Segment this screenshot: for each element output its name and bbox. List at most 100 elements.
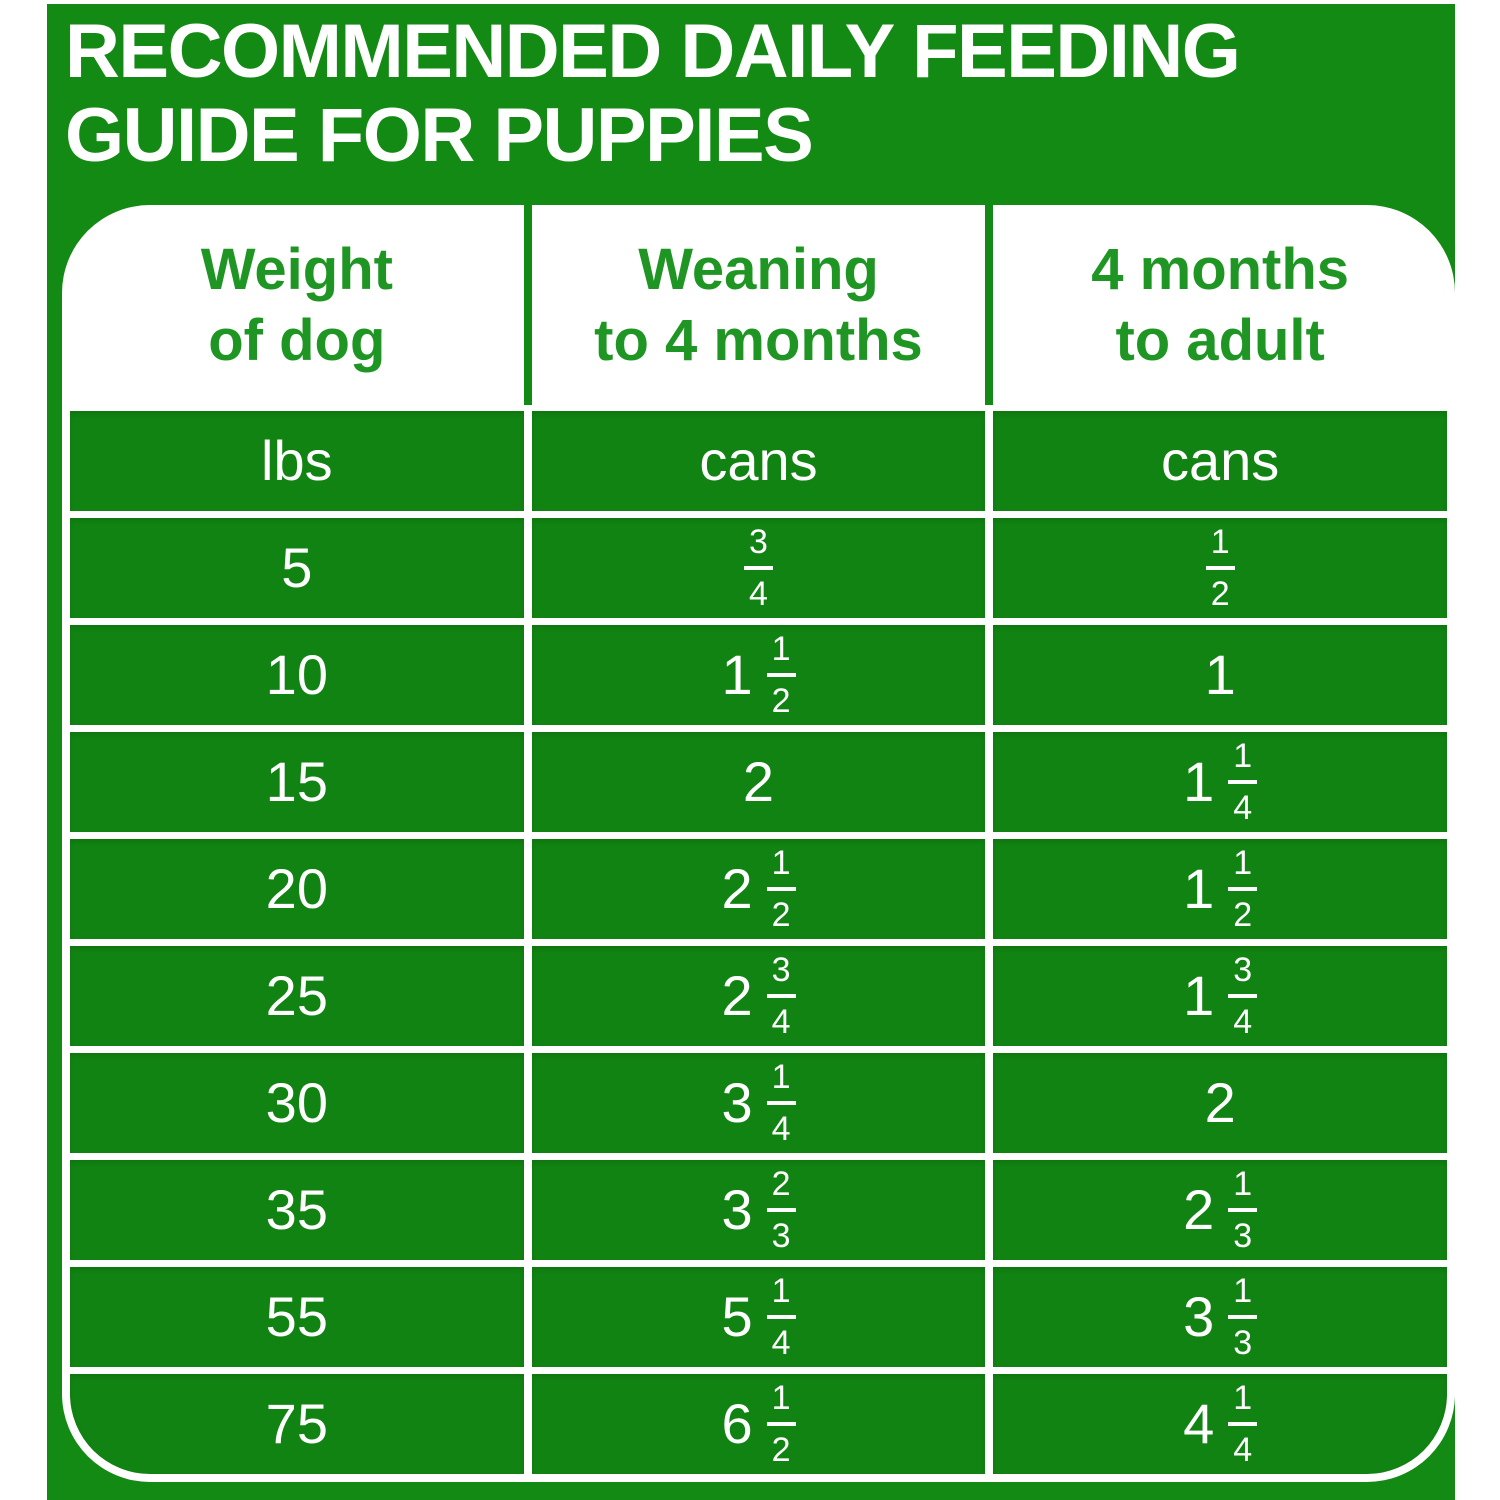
table-cell: 25 (70, 946, 524, 1046)
fraction-denominator: 3 (771, 1217, 791, 1255)
whole-number: 55 (265, 1285, 328, 1348)
fraction-denominator: 3 (1233, 1324, 1253, 1362)
table-row: 15 2 1 1 4 (70, 732, 1447, 832)
fraction-numerator: 1 (1228, 1381, 1258, 1426)
table-cell: 35 (70, 1160, 524, 1260)
whole-number: 4 (1183, 1392, 1215, 1455)
fraction-denominator: 2 (771, 682, 791, 720)
fraction-denominator: 2 (771, 1431, 791, 1469)
table-cell: 20 (70, 839, 524, 939)
fraction-numerator: 1 (766, 1060, 796, 1105)
header-column-divider (985, 205, 994, 405)
fraction-denominator: 4 (771, 1110, 791, 1148)
whole-number: 2 (1183, 1178, 1215, 1241)
page-title-line2: GUIDE FOR PUPPIES (65, 93, 814, 178)
whole-number: 2 (721, 964, 753, 1027)
table-cell: lbs (70, 411, 524, 511)
fraction-numerator: 3 (766, 953, 796, 998)
whole-number: 2 (1204, 1071, 1236, 1134)
header-weight-of-dog: Weight of dog (70, 205, 524, 405)
fraction-denominator: 4 (771, 1003, 791, 1041)
fraction-numerator: 3 (1228, 953, 1258, 998)
table-cell: 5 (70, 518, 524, 618)
whole-number: 35 (265, 1178, 328, 1241)
whole-number: 3 (721, 1178, 753, 1241)
whole-number: 1 (1183, 964, 1215, 1027)
header-adult-line2: to adult (1115, 308, 1325, 373)
whole-number: 5 (281, 536, 313, 599)
fraction-numerator: 1 (766, 846, 796, 891)
whole-number: 1 (1183, 750, 1215, 813)
fraction-numerator: 3 (744, 525, 773, 570)
table-cell: 55 (70, 1267, 524, 1367)
fraction-denominator: 4 (1233, 1431, 1253, 1469)
page-title: RECOMMENDED DAILY FEEDING GUIDE FOR PUPP… (65, 9, 1241, 178)
fraction-denominator: 2 (1233, 896, 1253, 934)
table-cell: cans (993, 411, 1447, 511)
table-row: 30 3 1 4 2 (70, 1053, 1447, 1153)
feeding-table: Weight of dog Weaning to 4 months 4 mont… (62, 205, 1455, 1482)
fraction-numerator: 1 (1228, 739, 1258, 784)
header-adult-line1: 4 months (1091, 237, 1350, 302)
header-weight-line2: of dog (208, 308, 386, 373)
table-cell: 2 (531, 732, 986, 832)
fraction-denominator: 4 (1233, 1003, 1253, 1041)
table-cell: 2 (993, 1053, 1447, 1153)
header-column-divider (523, 205, 532, 405)
table-cell: 15 (70, 732, 524, 832)
table-row: 55 5 1 4 3 1 3 (70, 1267, 1447, 1367)
whole-number: 1 (721, 643, 753, 706)
whole-number: cans (1161, 429, 1280, 492)
table-row: 25 2 3 4 1 3 4 (70, 946, 1447, 1046)
whole-number: 30 (265, 1071, 328, 1134)
whole-number: 25 (265, 964, 328, 1027)
whole-number: 2 (742, 750, 775, 813)
green-panel: RECOMMENDED DAILY FEEDING GUIDE FOR PUPP… (47, 4, 1455, 1500)
page-title-line1: RECOMMENDED DAILY FEEDING (65, 9, 1241, 94)
table-body: lbs cans cans 5 3 4 1 2 10 1 1 2 1 15 2 1 1 4 20 2 1 2 1 1 2 25 2 3… (70, 411, 1447, 1474)
whole-number: 20 (265, 857, 328, 920)
fraction-denominator: 4 (749, 575, 768, 613)
table-row: 20 2 1 2 1 1 2 (70, 839, 1447, 939)
fraction-numerator: 1 (1228, 846, 1258, 891)
table-cell: 1 (993, 625, 1447, 725)
whole-number: 2 (721, 857, 753, 920)
table-cell: cans (531, 411, 986, 511)
whole-number: 1 (1183, 857, 1215, 920)
fraction-numerator: 1 (766, 1274, 796, 1319)
whole-number: 6 (721, 1392, 753, 1455)
fraction-numerator: 1 (766, 632, 796, 677)
table-cell: 75 (70, 1374, 524, 1474)
whole-number: 15 (265, 750, 328, 813)
whole-number: 10 (265, 643, 328, 706)
table-row: 35 3 2 3 2 1 3 (70, 1160, 1447, 1260)
header-weaning-line2: to 4 months (594, 308, 923, 373)
table-cell: 10 (70, 625, 524, 725)
fraction-numerator: 1 (1228, 1167, 1258, 1212)
fraction-numerator: 1 (1228, 1274, 1258, 1319)
units-row: lbs cans cans (70, 411, 1447, 511)
